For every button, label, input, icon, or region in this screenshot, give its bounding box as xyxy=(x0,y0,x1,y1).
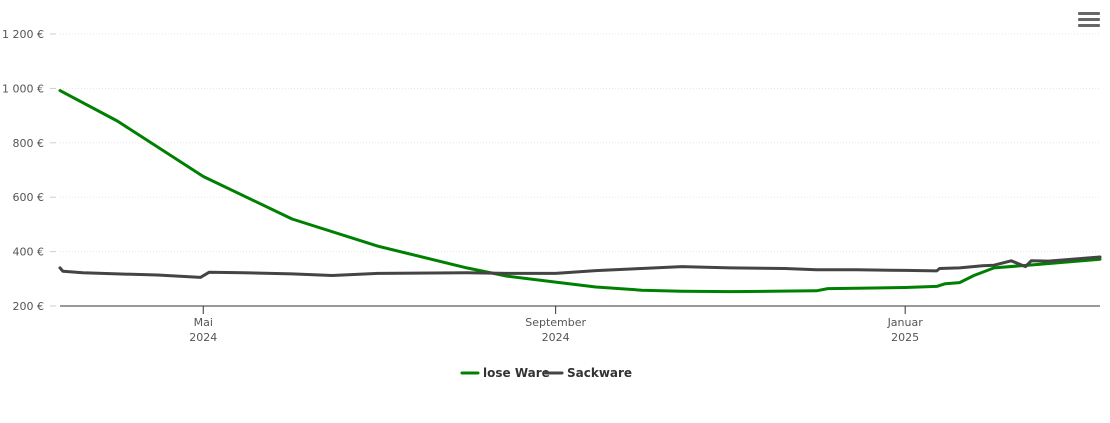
legend-item-label[interactable]: Sackware xyxy=(567,366,632,380)
hamburger-icon-line xyxy=(1078,18,1100,21)
y-tick-label: 800 € xyxy=(13,137,45,150)
legend-item-label[interactable]: lose Ware xyxy=(483,366,550,380)
y-tick-label: 1 200 € xyxy=(2,28,44,41)
series-line-sackware xyxy=(58,255,1102,279)
x-tick-year: 2024 xyxy=(542,331,570,344)
y-tick-label: 400 € xyxy=(13,246,45,259)
x-tick-label: September xyxy=(525,316,586,329)
chart-menu-button[interactable] xyxy=(1078,12,1100,30)
series-line-lose-ware xyxy=(58,89,1102,294)
x-tick-label: Mai xyxy=(194,316,213,329)
hamburger-icon-line xyxy=(1078,24,1100,27)
x-tick-label: Januar xyxy=(887,316,924,329)
hamburger-icon-line xyxy=(1078,12,1100,15)
x-tick-year: 2025 xyxy=(891,331,919,344)
y-tick-label: 200 € xyxy=(13,300,45,313)
y-tick-label: 1 000 € xyxy=(2,82,44,95)
y-tick-label: 600 € xyxy=(13,191,45,204)
x-tick-year: 2024 xyxy=(189,331,217,344)
